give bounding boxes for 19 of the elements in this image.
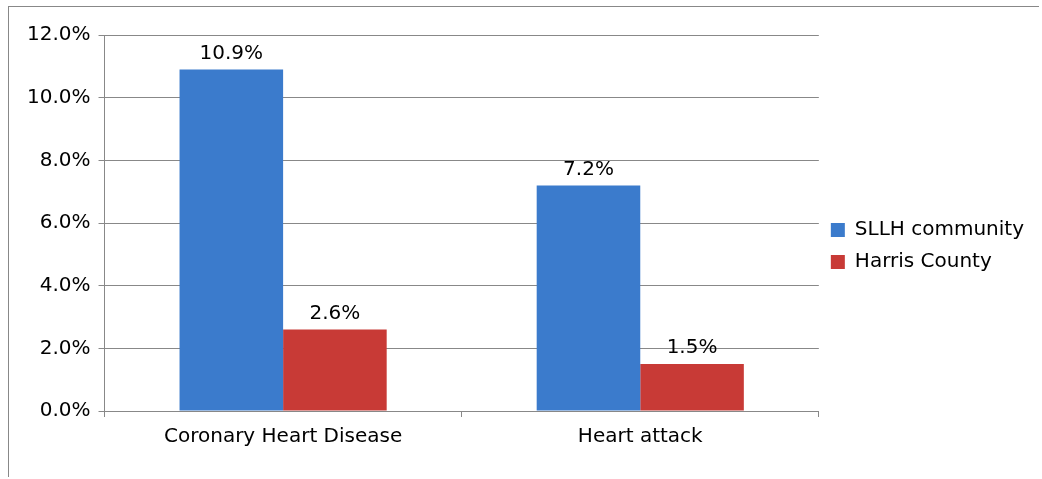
data-label: 2.6% [309, 299, 361, 324]
y-tick-label: 10.0% [26, 83, 91, 108]
bar [536, 185, 641, 411]
data-label: 1.5% [666, 334, 718, 359]
x-tick-label: Coronary Heart Disease [163, 423, 403, 448]
y-tick-label: 2.0% [39, 334, 91, 359]
y-tick-label: 12.0% [26, 21, 91, 46]
y-tick-label: 8.0% [39, 146, 91, 171]
y-tick-label: 0.0% [39, 397, 91, 422]
legend-label: SLLH community [854, 216, 1025, 241]
legend-label: Harris County [854, 248, 992, 273]
data-label: 7.2% [563, 155, 614, 180]
y-tick-label: 4.0% [39, 271, 91, 296]
bar [640, 364, 744, 411]
bar [283, 329, 387, 411]
data-label: 10.9% [199, 39, 264, 64]
bar [179, 69, 284, 411]
y-tick-label: 6.0% [39, 209, 91, 234]
x-tick-label: Heart attack [577, 423, 704, 448]
